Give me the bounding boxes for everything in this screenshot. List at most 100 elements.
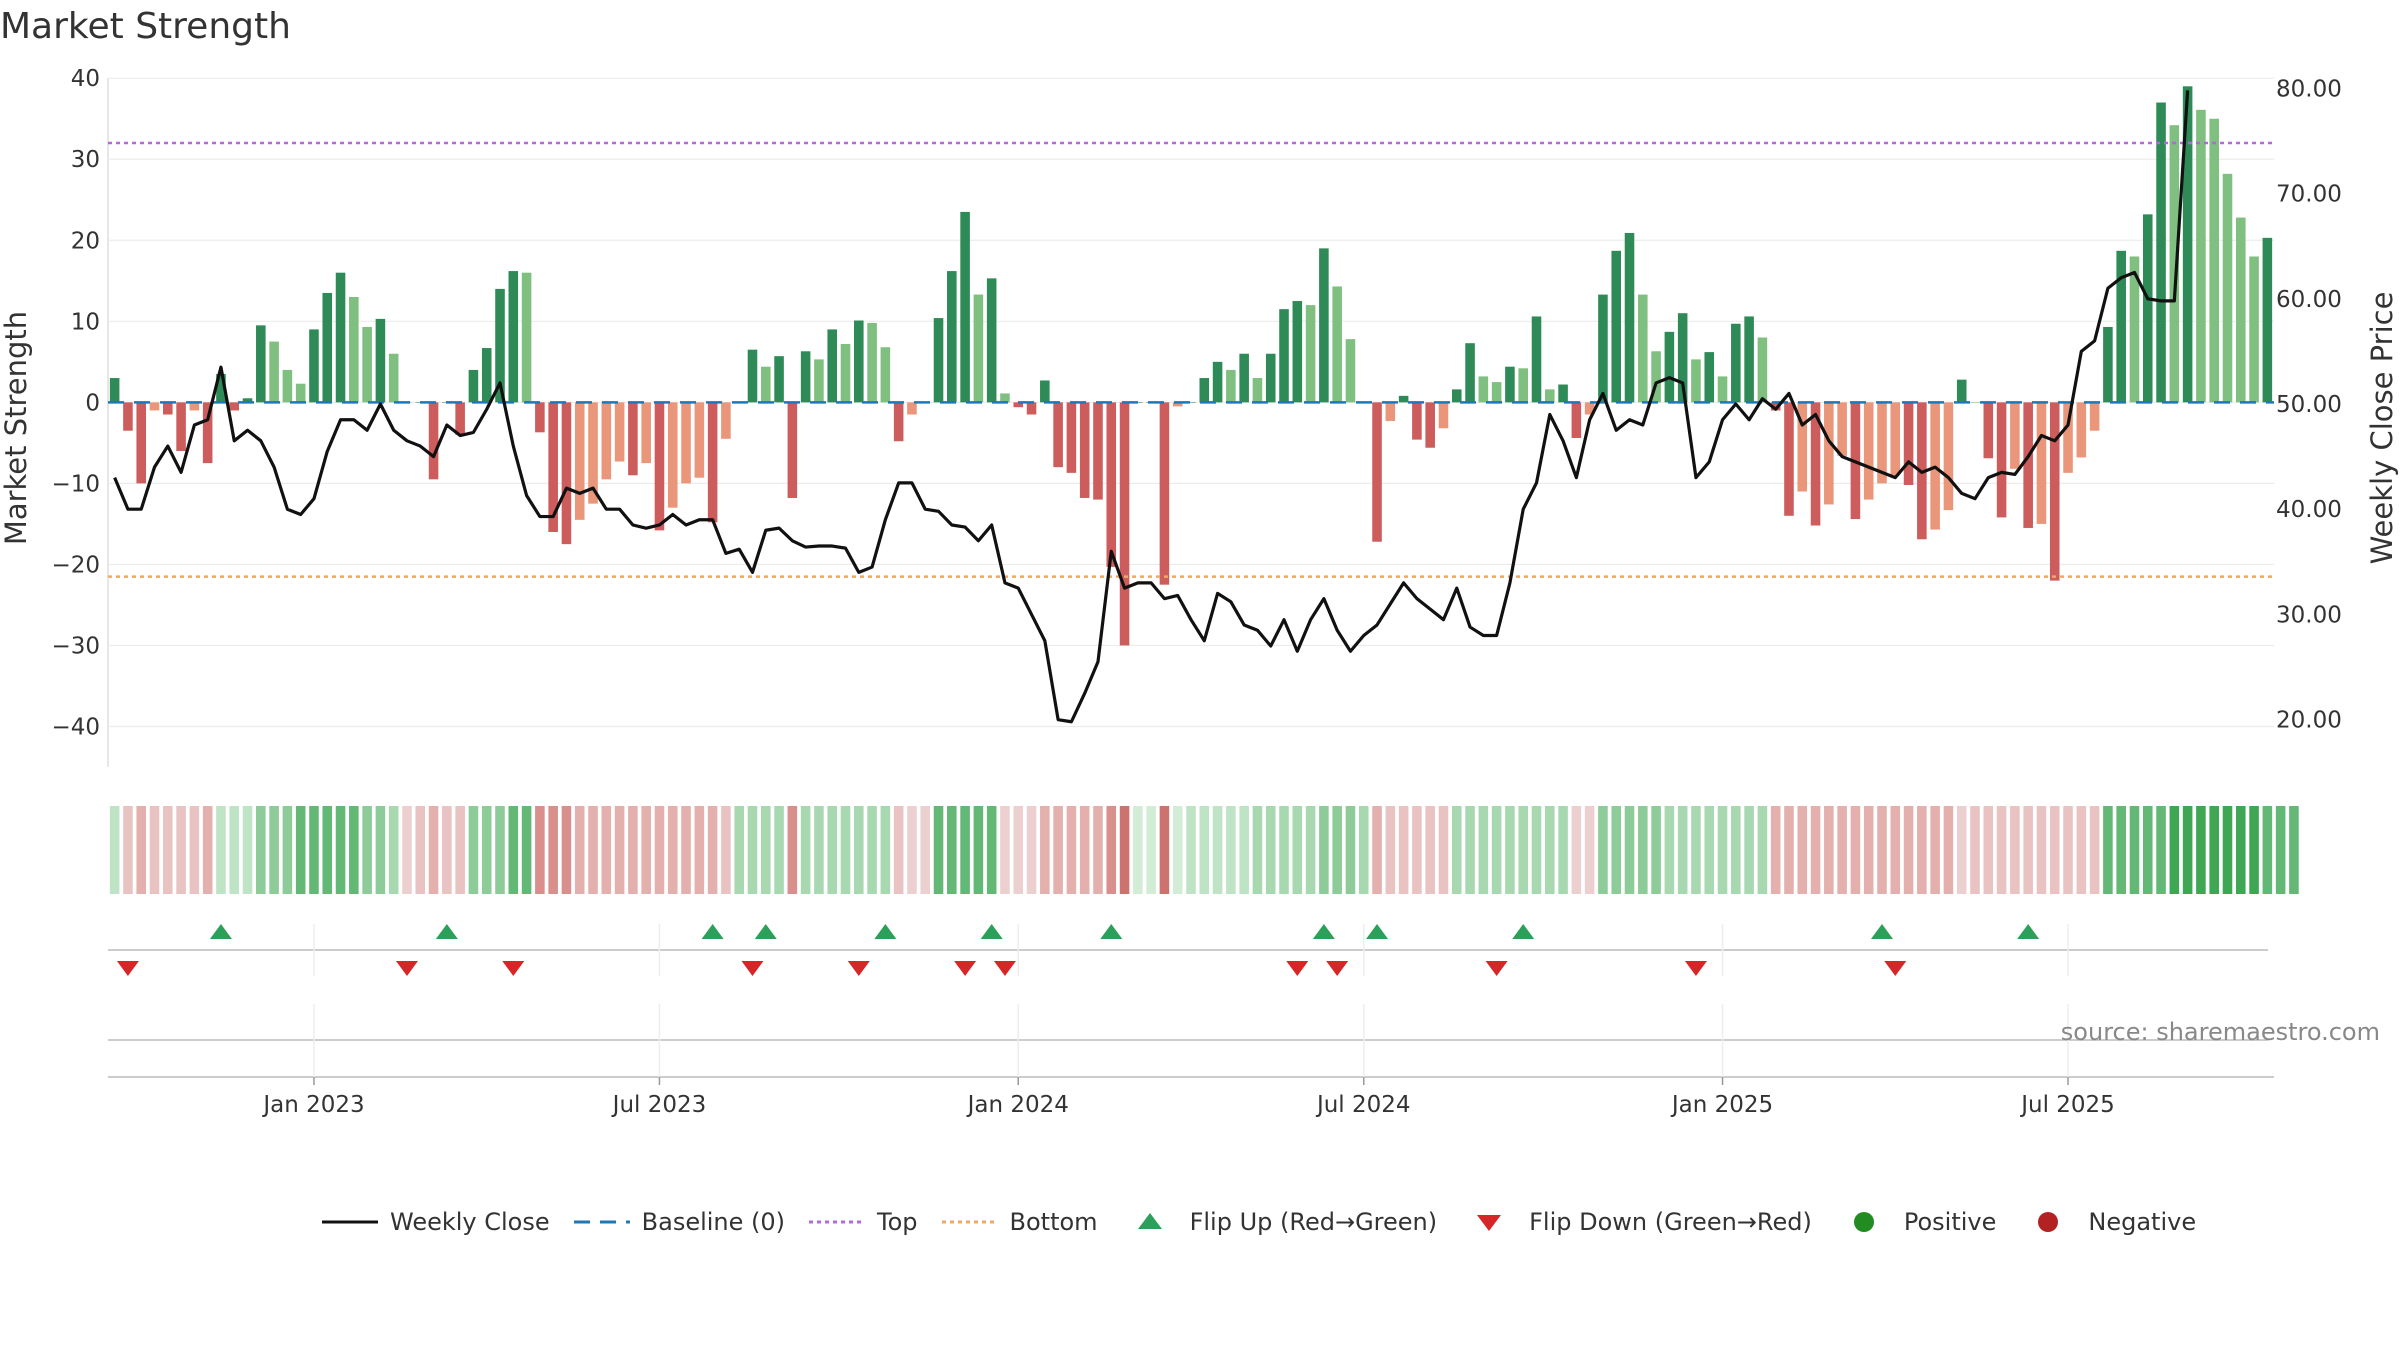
legend-dashed-line-icon	[572, 1210, 632, 1234]
strength-bars	[109, 86, 2273, 646]
strength-bar	[601, 402, 612, 480]
regime-cell	[1106, 806, 1117, 894]
strength-bar	[1624, 232, 1635, 403]
x-axis: Jan 2023 Jul 2023 Jan 2024 Jul 2024 Jan 2025…	[108, 924, 2274, 1118]
strength-bar	[1412, 402, 1422, 440]
regime-cell	[349, 806, 359, 894]
regime-cell	[229, 806, 240, 894]
legend-item-baseline: Baseline (0)	[572, 1208, 785, 1236]
strength-bar	[2249, 256, 2259, 403]
regime-cell	[495, 806, 505, 894]
strength-bar	[149, 402, 160, 411]
legend-item-flip-up: Flip Up (Red→Green)	[1120, 1208, 1437, 1236]
legend-circle-green-icon	[1834, 1210, 1894, 1234]
regime-cell	[2116, 806, 2126, 894]
regime-cell	[1970, 806, 1980, 894]
strength-bar	[1810, 402, 1821, 526]
strength-bar	[362, 326, 372, 403]
strength-bar	[667, 402, 678, 508]
regime-cell	[216, 806, 226, 894]
strength-bar	[1119, 402, 1130, 646]
legend-solid-line-icon	[320, 1210, 380, 1234]
regime-cell	[1691, 806, 1701, 894]
strength-bar	[1013, 402, 1024, 408]
flip-up-marker	[435, 924, 458, 939]
strength-bar	[1465, 343, 1475, 403]
strength-bar	[1491, 382, 1502, 403]
strength-bar	[481, 348, 492, 403]
regime-cell	[774, 806, 784, 894]
strength-bar	[1451, 389, 1462, 403]
regime-cell	[760, 806, 771, 894]
flip-down-marker	[116, 961, 139, 976]
strength-bar	[2023, 402, 2033, 528]
strength-bar	[1983, 402, 1994, 459]
regime-cell	[2182, 806, 2193, 894]
strength-bar	[1651, 351, 1661, 403]
strength-bar	[1292, 301, 1303, 403]
regime-cell	[1505, 806, 1515, 894]
regime-cell	[1146, 806, 1156, 894]
strength-bar	[1611, 250, 1622, 403]
regime-cell	[2222, 806, 2233, 894]
regime-cell	[2289, 806, 2299, 894]
regime-cell	[1279, 806, 1289, 894]
legend-item-negative: Negative	[2018, 1208, 2196, 1236]
regime-cell	[1531, 806, 1542, 894]
strength-bar	[242, 398, 253, 403]
flip-down-marker	[395, 961, 418, 976]
y-tick-label: 40	[71, 66, 100, 92]
regime-cell	[1784, 806, 1794, 894]
strength-bar	[1784, 402, 1794, 516]
legend-circle-red-icon	[2018, 1210, 2078, 1234]
regime-cell	[428, 806, 439, 894]
strength-bar	[2116, 250, 2126, 403]
strength-bar	[614, 402, 625, 462]
flip-up-marker	[1870, 924, 1893, 939]
strength-bar	[2235, 217, 2246, 403]
legend: Weekly Close Baseline (0) Top Bottom Fli…	[320, 1208, 2218, 1236]
regime-cell	[481, 806, 492, 894]
regime-cell	[123, 806, 133, 894]
strength-bar	[588, 402, 598, 504]
regime-cell	[1704, 806, 1715, 894]
regime-cell	[1465, 806, 1475, 894]
strength-bar	[1877, 402, 1887, 484]
regime-cell	[1119, 806, 1130, 894]
legend-item-top: Top	[807, 1208, 918, 1236]
strength-bar	[574, 402, 585, 520]
strength-bar	[1252, 378, 1263, 403]
regime-cell	[1239, 806, 1249, 894]
regime-cell	[455, 806, 465, 894]
flip-up-marker	[1366, 924, 1389, 939]
regime-cell	[588, 806, 598, 894]
regime-cell	[574, 806, 585, 894]
regime-cell	[1358, 806, 1369, 894]
strength-bar	[1305, 305, 1316, 403]
regime-cell	[2036, 806, 2047, 894]
strength-bar	[2103, 326, 2113, 403]
regime-cell	[854, 806, 864, 894]
strength-bar	[176, 402, 186, 451]
regime-cell	[295, 806, 306, 894]
strength-bar	[1744, 316, 1754, 403]
strength-bar	[1863, 402, 1874, 500]
regime-cell	[1571, 806, 1582, 894]
strength-bar	[375, 318, 386, 403]
x-tick-label: Jan 2024	[966, 1092, 1069, 1118]
regime-cell	[1491, 806, 1502, 894]
regime-cell	[189, 806, 200, 894]
regime-cell	[1624, 806, 1635, 894]
regime-cell	[694, 806, 705, 894]
x-tick-label: Jan 2025	[1670, 1092, 1773, 1118]
right-y-axis: 20.00 30.00 40.00 50.00 60.00 70.00 80.00	[2276, 76, 2342, 733]
strength-bar	[136, 402, 147, 484]
strength-bar	[2076, 402, 2087, 458]
strength-bar	[2196, 109, 2206, 403]
strength-bar	[561, 402, 572, 545]
regime-cell	[2010, 806, 2020, 894]
legend-label: Negative	[2088, 1208, 2197, 1236]
regime-cell	[2169, 806, 2180, 894]
strength-bar	[1943, 402, 1954, 511]
strength-bar	[1053, 402, 1063, 468]
